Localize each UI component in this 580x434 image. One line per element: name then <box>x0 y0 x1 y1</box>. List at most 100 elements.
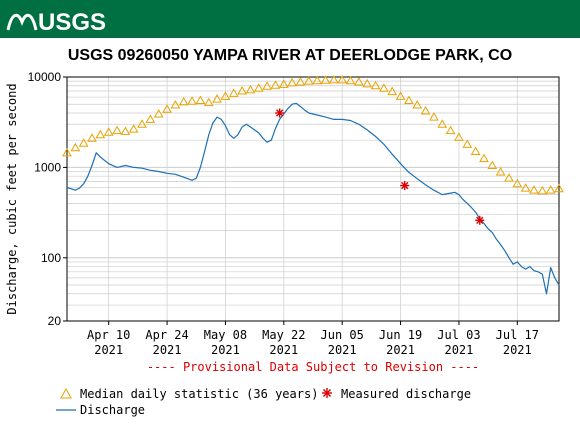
median-point <box>429 112 439 121</box>
median-point <box>445 125 456 135</box>
x-tick-label: Jun 05 <box>321 328 364 342</box>
x-tick-label: Jul 17 <box>496 328 539 342</box>
grid-lines <box>67 77 559 322</box>
median-point <box>295 77 306 86</box>
median-point <box>437 119 448 128</box>
asterisk-marker-icon <box>322 388 332 398</box>
median-point <box>62 147 72 157</box>
median-point <box>545 185 556 194</box>
measured-point <box>475 215 485 225</box>
x-tick-year-label: 2021 <box>328 343 357 357</box>
median-point <box>178 96 189 106</box>
median-point <box>520 183 531 192</box>
median-point <box>337 74 348 84</box>
median-point <box>162 104 172 113</box>
median-point <box>387 86 398 96</box>
median-point <box>412 99 423 109</box>
median-point <box>87 133 97 142</box>
x-tick-label: Apr 10 <box>87 328 130 342</box>
x-tick-year-label: 2021 <box>444 343 473 357</box>
legend-label-discharge: Discharge <box>80 403 145 417</box>
legend-item-measured: Measured discharge <box>322 387 471 401</box>
median-point <box>354 77 364 86</box>
median-series <box>62 74 564 195</box>
median-point <box>379 83 389 92</box>
legend: Median daily statistic (36 years) Measur… <box>56 387 471 417</box>
median-point <box>253 83 264 92</box>
median-point <box>120 126 131 135</box>
median-point <box>303 76 314 85</box>
y-tick-label: 10000 <box>28 70 62 84</box>
median-point <box>278 79 289 88</box>
usgs-logo[interactable]: USGS <box>6 9 106 36</box>
median-point <box>170 99 181 109</box>
usgs-wave-mark-icon <box>6 13 38 31</box>
median-point <box>137 119 147 128</box>
x-tick-label: Jul 03 <box>437 328 480 342</box>
x-tick-year-label: 2021 <box>153 343 182 357</box>
median-point <box>454 132 464 141</box>
usgs-logo-text: USGS <box>38 9 106 36</box>
measured-point <box>275 108 285 118</box>
x-tick-year-label: 2021 <box>211 343 240 357</box>
median-point <box>462 139 473 148</box>
x-tick-year-label: 2021 <box>94 343 123 357</box>
legend-item-discharge: Discharge <box>56 403 145 417</box>
median-point <box>470 146 481 155</box>
median-point <box>153 108 164 118</box>
median-point <box>187 96 197 105</box>
x-tick-year-label: 2021 <box>503 343 532 357</box>
median-point <box>237 85 247 95</box>
y-tick-label: 1000 <box>34 160 61 174</box>
median-point <box>404 95 414 104</box>
median-point <box>395 91 406 100</box>
measured-point <box>400 181 410 191</box>
legend-label-measured: Measured discharge <box>341 387 471 401</box>
median-point <box>78 138 89 147</box>
y-tick-label: 100 <box>41 251 61 265</box>
median-point <box>554 183 564 193</box>
y-axis-label: Discharge, cubic feet per second <box>5 83 19 314</box>
median-point <box>112 125 122 135</box>
median-point <box>128 124 139 133</box>
y-axis-ticks: 20 100 1000 10000 <box>28 70 67 328</box>
provisional-note: ---- Provisional Data Subject to Revisio… <box>147 360 479 374</box>
median-point <box>228 88 239 97</box>
measured-series <box>275 108 485 225</box>
median-point <box>70 142 81 152</box>
plot-frame <box>66 76 560 322</box>
median-point <box>362 78 373 88</box>
median-point <box>103 127 114 136</box>
x-tick-year-label: 2021 <box>269 343 298 357</box>
legend-label-median: Median daily statistic (36 years) <box>80 387 318 401</box>
discharge-line <box>66 102 560 295</box>
median-point <box>95 129 106 139</box>
legend-item-median: Median daily statistic (36 years) <box>60 387 318 401</box>
x-tick-label: May 08 <box>204 328 247 342</box>
median-point <box>479 153 489 163</box>
median-point <box>320 75 331 84</box>
median-point <box>512 178 523 188</box>
median-point <box>287 77 298 87</box>
x-tick-label: Apr 24 <box>145 328 188 342</box>
median-point <box>487 160 498 169</box>
median-point <box>420 106 431 115</box>
median-point <box>145 114 156 123</box>
y-tick-label: 20 <box>48 314 62 328</box>
median-point <box>220 91 231 100</box>
median-point <box>504 173 514 182</box>
median-point <box>270 80 281 89</box>
median-point <box>370 80 381 90</box>
x-tick-label: Jun 19 <box>379 328 422 342</box>
median-point <box>212 94 222 103</box>
triangle-marker-icon <box>60 387 72 399</box>
median-point <box>495 166 506 176</box>
x-tick-year-label: 2021 <box>386 343 415 357</box>
median-point <box>328 74 339 84</box>
median-point <box>203 97 214 107</box>
x-tick-label: May 22 <box>262 328 305 342</box>
median-point <box>245 84 256 94</box>
